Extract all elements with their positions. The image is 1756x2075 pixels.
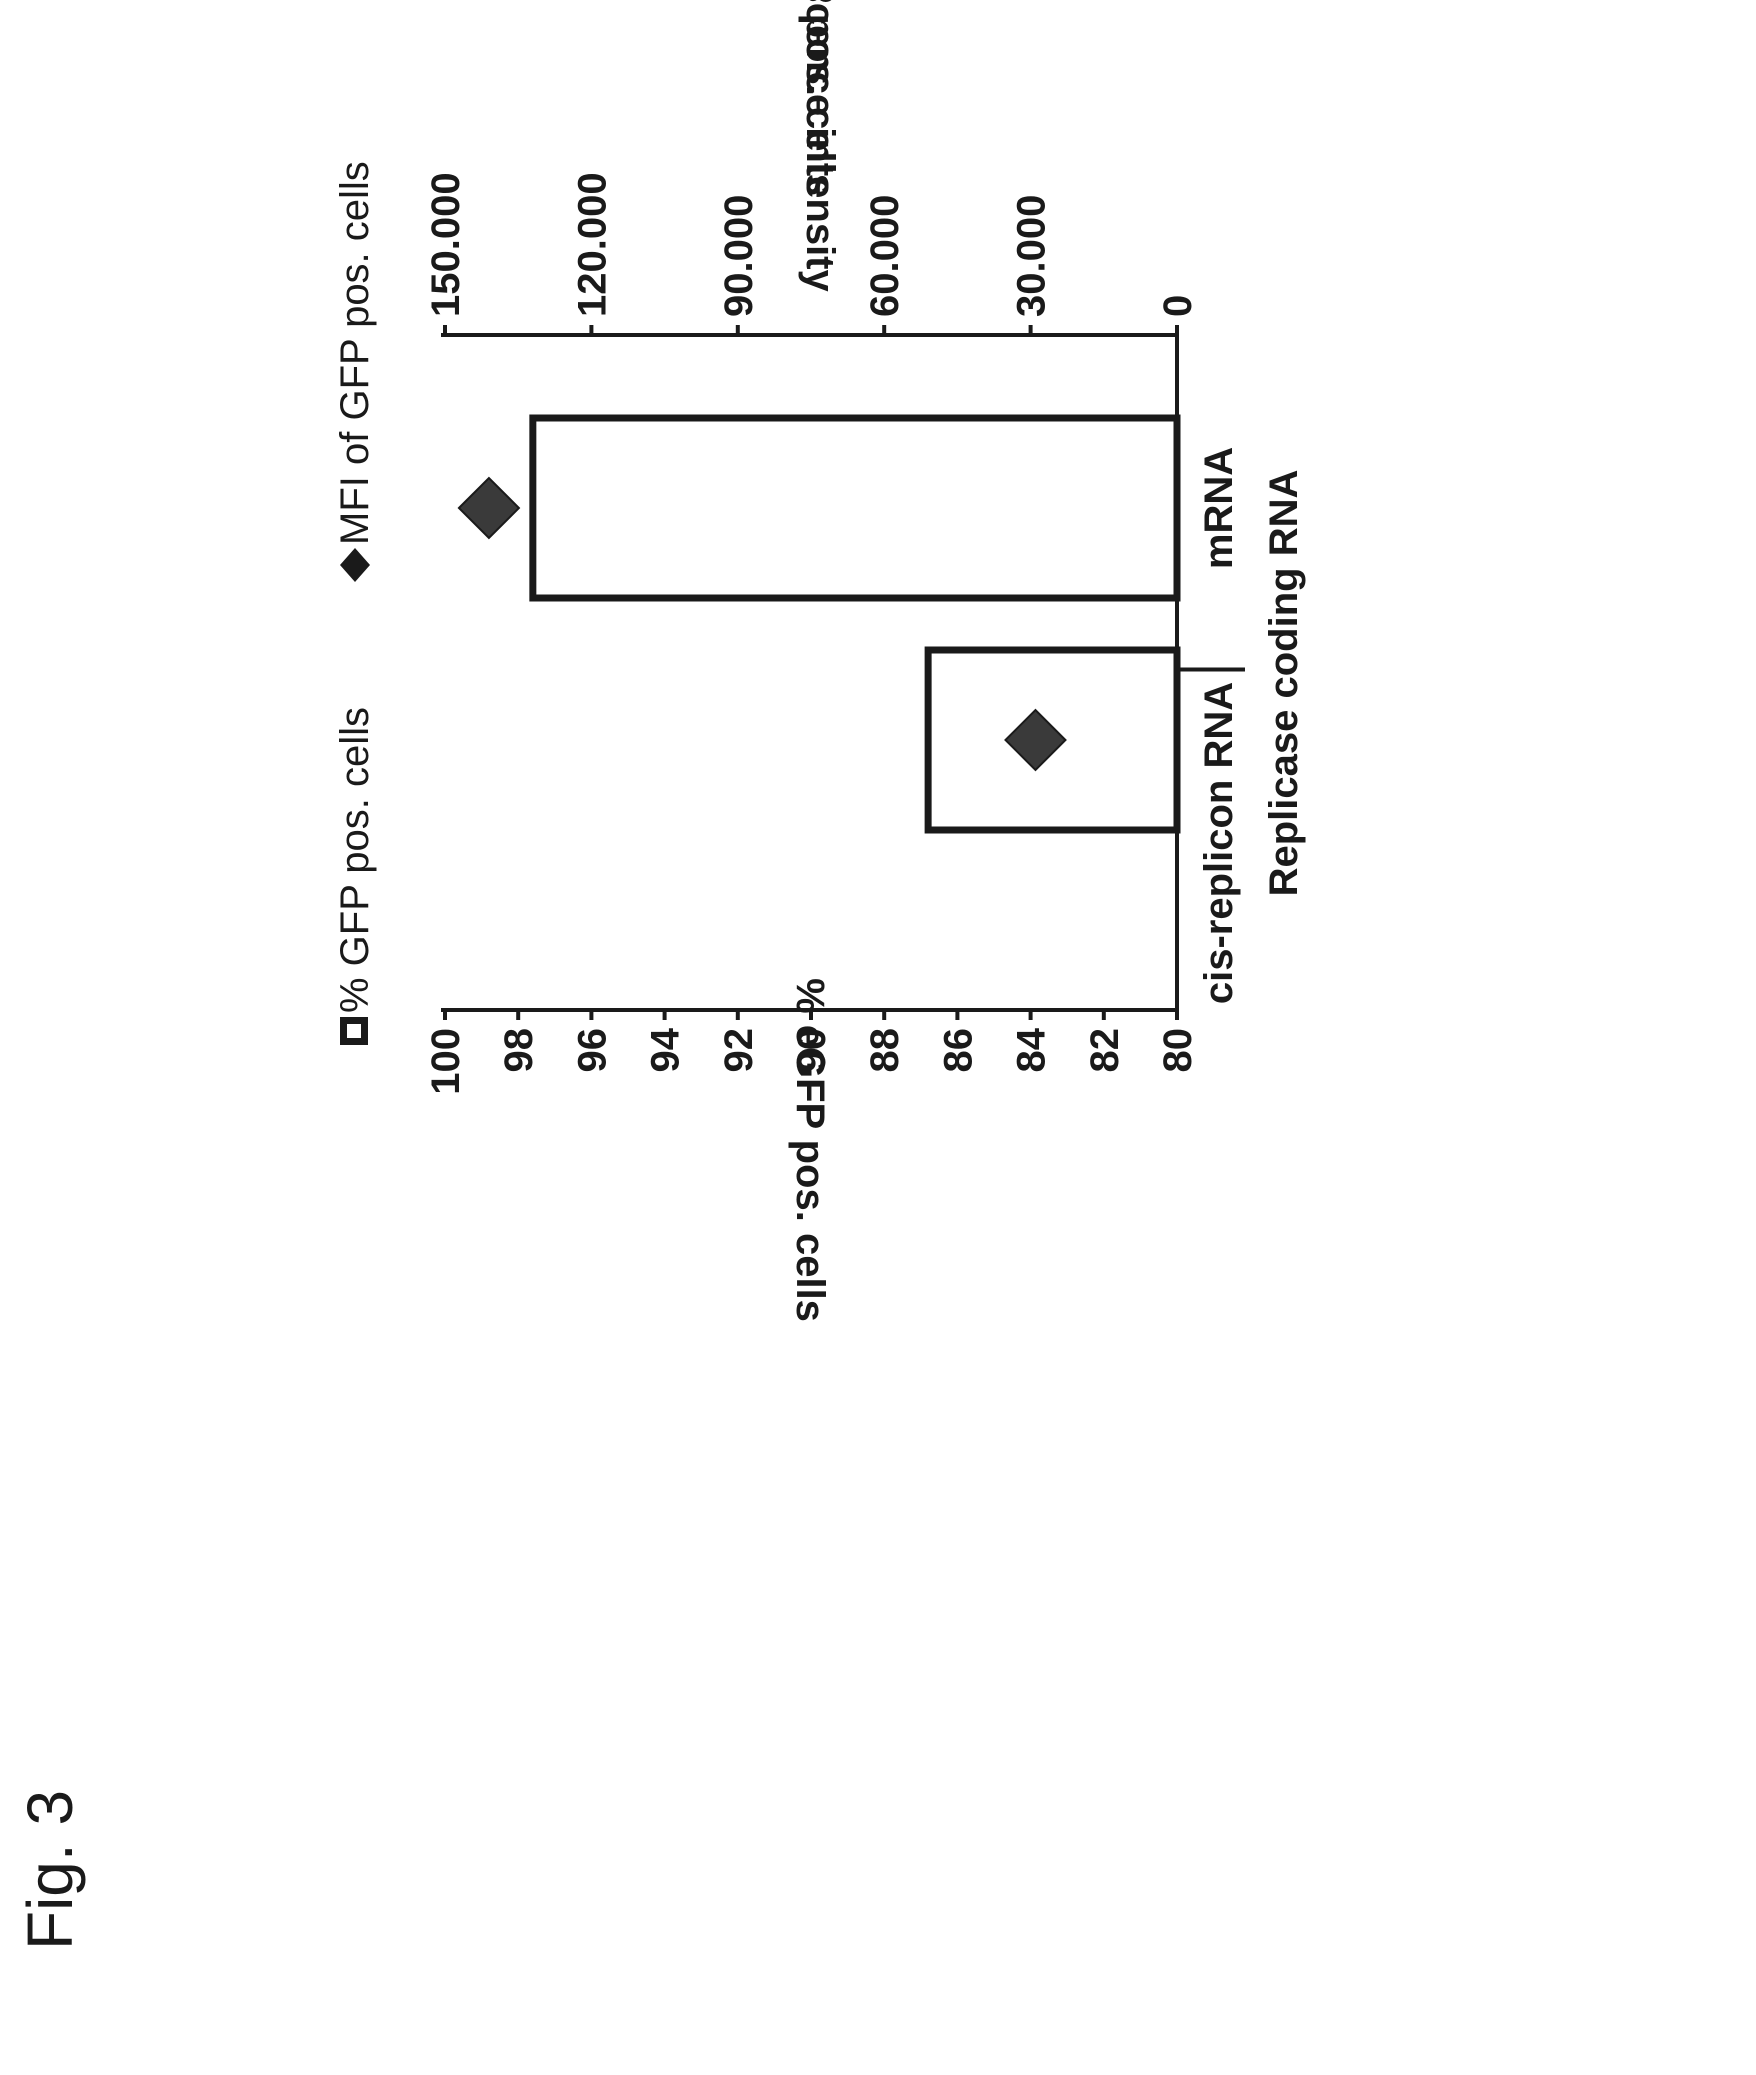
left-axis-tick-label: 94 bbox=[644, 1027, 688, 1072]
right-axis-tick-label: 120.000 bbox=[570, 172, 614, 317]
category-labels: cis-replicon RNA mRNA bbox=[1197, 447, 1241, 1004]
right-axis-tick-label: 150.000 bbox=[424, 172, 468, 317]
left-axis-ticks: 80 82 84 86 88 90 92 94 96 98 100 bbox=[424, 1009, 1200, 1095]
left-axis-title: % eGFP pos. cells bbox=[788, 978, 832, 1322]
legend-diamond-icon bbox=[340, 548, 370, 582]
bar-series bbox=[529, 414, 1181, 834]
left-axis-tick-label: 84 bbox=[1010, 1027, 1054, 1072]
left-axis-tick-label: 100 bbox=[424, 1028, 468, 1095]
chart-plot: 80 82 84 86 88 90 92 94 96 98 100 0 30.000 60.000 90.… bbox=[333, 0, 1306, 1322]
right-axis-tick-label: 0 bbox=[1156, 295, 1200, 317]
marker-diamond-cis-replicon bbox=[1004, 708, 1067, 772]
right-axis-ticks: 0 30.000 60.000 90.000 120.000 150.000 bbox=[424, 172, 1200, 336]
right-axis-tick-label: 60.000 bbox=[863, 195, 907, 317]
left-axis-tick-label: 82 bbox=[1083, 1028, 1127, 1073]
left-axis-tick-label: 80 bbox=[1156, 1028, 1200, 1073]
left-axis-tick-label: 86 bbox=[936, 1028, 980, 1073]
left-axis-tick-label: 88 bbox=[863, 1028, 907, 1073]
legend-item-percent: % GFP pos. cells bbox=[333, 707, 377, 1013]
right-axis-tick-label: 30.000 bbox=[1010, 195, 1054, 317]
left-axis-tick-label: 98 bbox=[497, 1028, 541, 1073]
category-group-label: Replicase coding RNA bbox=[1262, 470, 1306, 897]
legend-square-inner bbox=[347, 1024, 361, 1038]
right-axis-tick-label: 90.000 bbox=[717, 195, 761, 317]
left-axis-tick-label: 90 bbox=[790, 1028, 834, 1073]
category-label: cis-replicon RNA bbox=[1197, 682, 1241, 1004]
left-axis-tick-label: 96 bbox=[570, 1028, 614, 1073]
marker-diamond-mrna bbox=[457, 476, 521, 540]
category-label: mRNA bbox=[1197, 447, 1241, 569]
marker-series bbox=[457, 476, 1067, 772]
legend: % GFP pos. cells MFI of GFP pos. cells bbox=[333, 161, 377, 1045]
right-axis-title-line2: of eGFP pos. cells bbox=[798, 0, 842, 196]
figure-label: Fig. 3 bbox=[14, 1790, 86, 1950]
legend-item-mfi: MFI of GFP pos. cells bbox=[333, 161, 377, 545]
bar-mrna bbox=[529, 414, 1181, 602]
left-axis-tick-label: 92 bbox=[717, 1028, 761, 1073]
right-axis-title-line1: Fluorescence intensity bbox=[798, 0, 842, 292]
